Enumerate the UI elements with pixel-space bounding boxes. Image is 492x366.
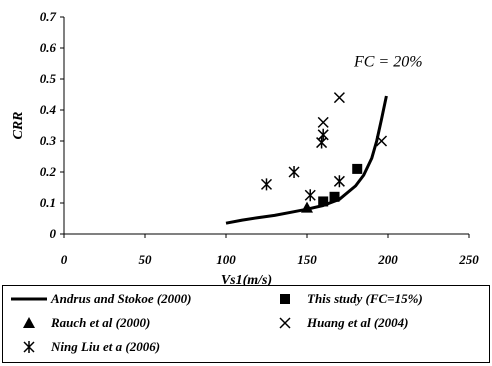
legend-item-rauch: Rauch et al (2000) [7,313,150,333]
data-point-star [304,189,316,202]
fc-annotation: FC = 20% [353,54,423,71]
legend-label: Huang et al (2004) [307,315,409,330]
x-tick-label: 100 [216,252,236,267]
legend-label: Ning Liu et a (2006) [51,339,161,354]
square-marker-icon [263,292,307,306]
legend-label: Andrus and Stokoe (2000) [51,291,192,306]
legend-item-this-study: This study (FC=15%) [263,289,423,309]
legend-label: This study (FC=15%) [307,291,423,306]
x-tick-label: 50 [139,252,153,267]
x-tick-label: 250 [458,252,479,267]
data-point-x [375,135,388,147]
data-point-square [329,191,340,202]
y-tick-label: 0.5 [40,71,57,86]
y-axis-title: CRR [11,111,26,139]
legend-item-ning-liu: Ning Liu et a (2006) [7,337,160,357]
y-tick-label: 0.3 [40,133,57,148]
x-tick-label: 150 [297,252,317,267]
data-point-star [316,136,328,149]
y-tick-label: 0 [50,226,57,241]
legend-item-huang: Huang et al (2004) [263,313,408,333]
y-tick-label: 0.6 [40,40,57,55]
data-point-star [288,166,300,178]
x-tick-label: 200 [377,252,398,267]
y-tick-label: 0.1 [40,195,56,210]
data-point-star [317,128,329,141]
data-point-square [352,163,363,174]
series-line-andrus [225,95,388,225]
y-tick-label: 0.4 [40,102,57,117]
x-tick-label: 0 [61,252,68,267]
data-point-star [333,175,345,188]
line-marker-icon [7,294,51,304]
data-point-triangle [301,201,313,213]
legend-label: Rauch et al (2000) [51,315,151,330]
data-point-x [333,92,345,104]
triangle-marker-icon [7,316,51,330]
y-tick-label: 0.7 [40,9,57,24]
data-point-star [260,178,273,191]
chart-canvas: 0 0.1 0.2 0.3 0.4 0.5 0.6 0.7 0 50 100 150 200 250 Vs1… [11,9,479,285]
y-tick-label: 0.2 [40,164,57,179]
x-axis-title: Vs1(m/s) [221,273,272,285]
chart-legend: Andrus and Stokoe (2000) This study (FC=… [2,285,490,363]
star-marker-icon [7,340,51,354]
data-point-x [317,116,329,128]
data-point-square [318,196,329,207]
x-marker-icon [263,316,307,330]
legend-item-andrus: Andrus and Stokoe (2000) [7,289,192,309]
